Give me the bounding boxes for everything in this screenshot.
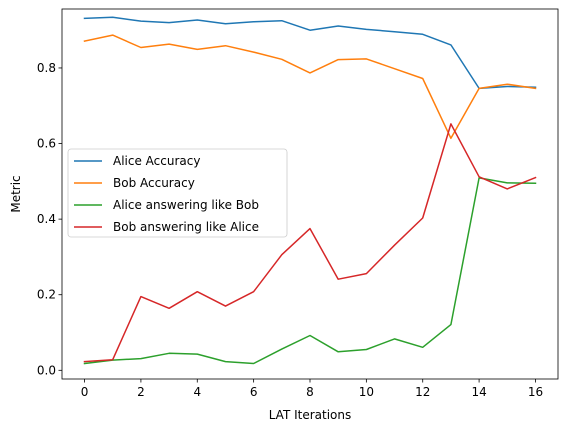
x-tick-label: 16 bbox=[528, 385, 543, 399]
legend-entry: Bob answering like Alice bbox=[113, 220, 259, 234]
series-line-3 bbox=[83, 177, 537, 365]
x-tick-label: 2 bbox=[137, 385, 145, 399]
legend-entry: Alice answering like Bob bbox=[113, 198, 259, 212]
series-line-2 bbox=[83, 34, 537, 140]
legend-entry: Alice Accuracy bbox=[113, 154, 200, 168]
x-tick-label: 6 bbox=[250, 385, 258, 399]
y-axis: 0.0 0.2 0.4 0.6 0.8 bbox=[37, 61, 62, 377]
x-tick-label: 12 bbox=[415, 385, 430, 399]
series-line-4 bbox=[83, 123, 537, 363]
x-axis-label: LAT Iterations bbox=[269, 408, 352, 422]
x-tick-label: 8 bbox=[306, 385, 314, 399]
x-tick-label: 10 bbox=[359, 385, 374, 399]
y-tick-label: 0.6 bbox=[37, 137, 56, 151]
plot-area bbox=[83, 16, 537, 365]
y-tick-label: 0.4 bbox=[37, 212, 56, 226]
legend-entry: Bob Accuracy bbox=[113, 176, 195, 190]
y-tick-label: 0.8 bbox=[37, 61, 56, 75]
series-line-1 bbox=[83, 16, 537, 90]
x-tick-label: 0 bbox=[81, 385, 89, 399]
x-tick-label: 14 bbox=[471, 385, 486, 399]
x-axis: 0 2 4 6 8 10 12 14 16 bbox=[81, 379, 543, 399]
y-tick-label: 0.0 bbox=[37, 363, 56, 377]
legend: Alice Accuracy Bob Accuracy Alice answerin… bbox=[67, 148, 288, 238]
y-axis-label: Metric bbox=[9, 175, 23, 212]
x-tick-label: 4 bbox=[193, 385, 201, 399]
legend-box bbox=[67, 148, 288, 238]
y-tick-label: 0.2 bbox=[37, 288, 56, 302]
